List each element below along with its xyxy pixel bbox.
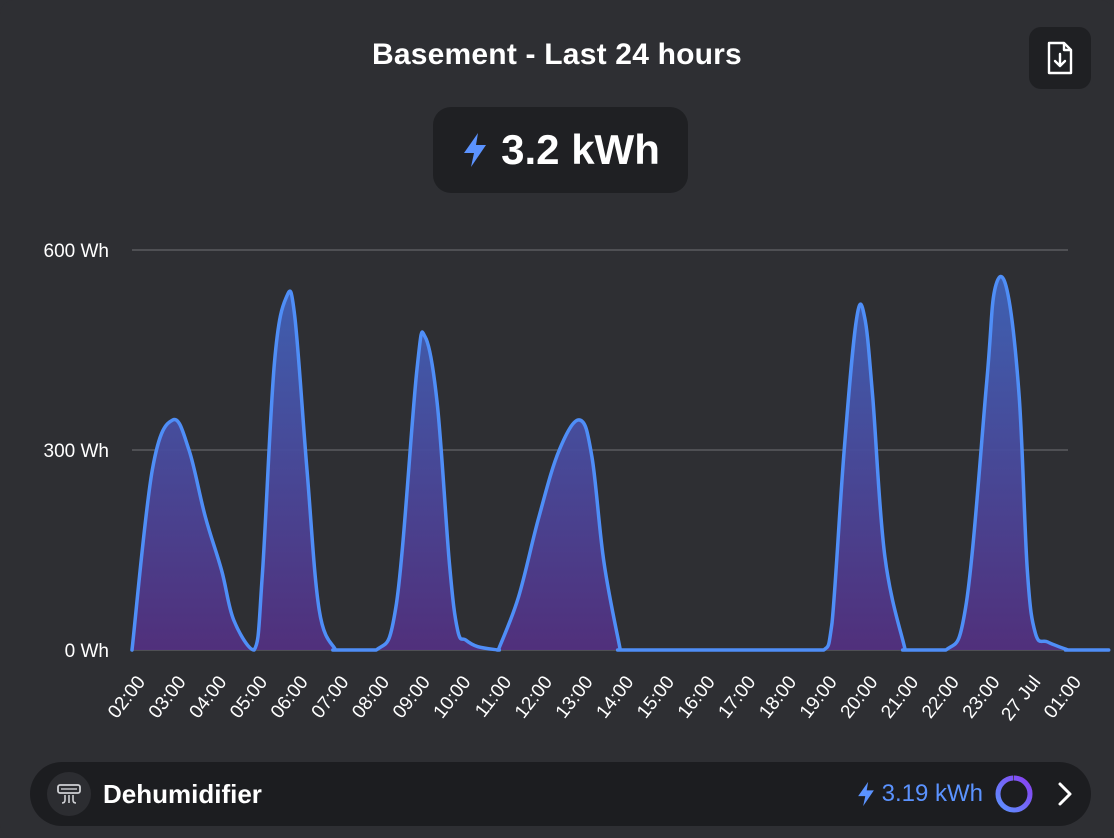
x-tick-label: 13:00 [552, 672, 598, 722]
x-tick-label: 05:00 [226, 672, 272, 722]
x-tick-label: 10:00 [430, 672, 476, 722]
x-tick-label: 04:00 [186, 672, 232, 722]
file-download-icon [1047, 41, 1073, 75]
lightning-bolt-icon [857, 781, 874, 807]
y-tick-label: 600 Wh [44, 241, 109, 262]
device-row-dehumidifier[interactable]: Dehumidifier 3.19 kWh [30, 762, 1091, 826]
device-energy-group: 3.19 kWh [856, 773, 1073, 815]
export-button[interactable] [1029, 27, 1091, 89]
x-tick-label: 16:00 [674, 672, 720, 722]
y-tick-label: 300 Wh [44, 441, 109, 462]
x-tick-label: 02:00 [104, 672, 150, 722]
lightning-bolt-icon [464, 133, 487, 167]
total-energy-badge: 3.2 kWh [433, 107, 688, 193]
usage-ring-icon [995, 775, 1033, 813]
x-tick-label: 27 Jul [997, 672, 1045, 725]
device-energy-value: 3.19 kWh [881, 780, 983, 807]
x-tick-label: 20:00 [837, 672, 883, 722]
chevron-right-icon[interactable] [1057, 781, 1073, 807]
energy-area [132, 276, 1109, 650]
x-tick-label: 23:00 [959, 672, 1005, 722]
x-tick-label: 21:00 [877, 672, 923, 722]
card-title: Basement - Last 24 hours [372, 38, 742, 71]
x-tick-label: 18:00 [755, 672, 801, 722]
x-tick-label: 07:00 [308, 672, 354, 722]
x-tick-label: 17:00 [715, 672, 761, 722]
device-name: Dehumidifier [103, 778, 262, 809]
x-tick-label: 11:00 [471, 672, 516, 721]
energy-line [130, 274, 1111, 652]
x-tick-label: 15:00 [633, 672, 679, 722]
x-tick-label: 06:00 [267, 672, 313, 722]
x-tick-label: 12:00 [511, 672, 557, 722]
x-tick-label: 22:00 [918, 672, 964, 722]
y-tick-label: 0 Wh [65, 641, 109, 662]
x-tick-label: 09:00 [389, 672, 435, 722]
dehumidifier-icon-wrap [47, 772, 91, 816]
x-tick-label: 01:00 [1040, 672, 1086, 722]
total-energy-value: 3.2 kWh [501, 126, 660, 173]
x-tick-label: 03:00 [145, 672, 191, 722]
x-tick-label: 19:00 [796, 672, 842, 722]
x-tick-label: 14:00 [592, 672, 638, 722]
dehumidifier-icon [57, 784, 81, 804]
energy-chart: 0 Wh 300 Wh 600 Wh 02:0003:0004:0005:0006:… [44, 241, 1111, 725]
x-tick-label: 08:00 [348, 672, 394, 722]
